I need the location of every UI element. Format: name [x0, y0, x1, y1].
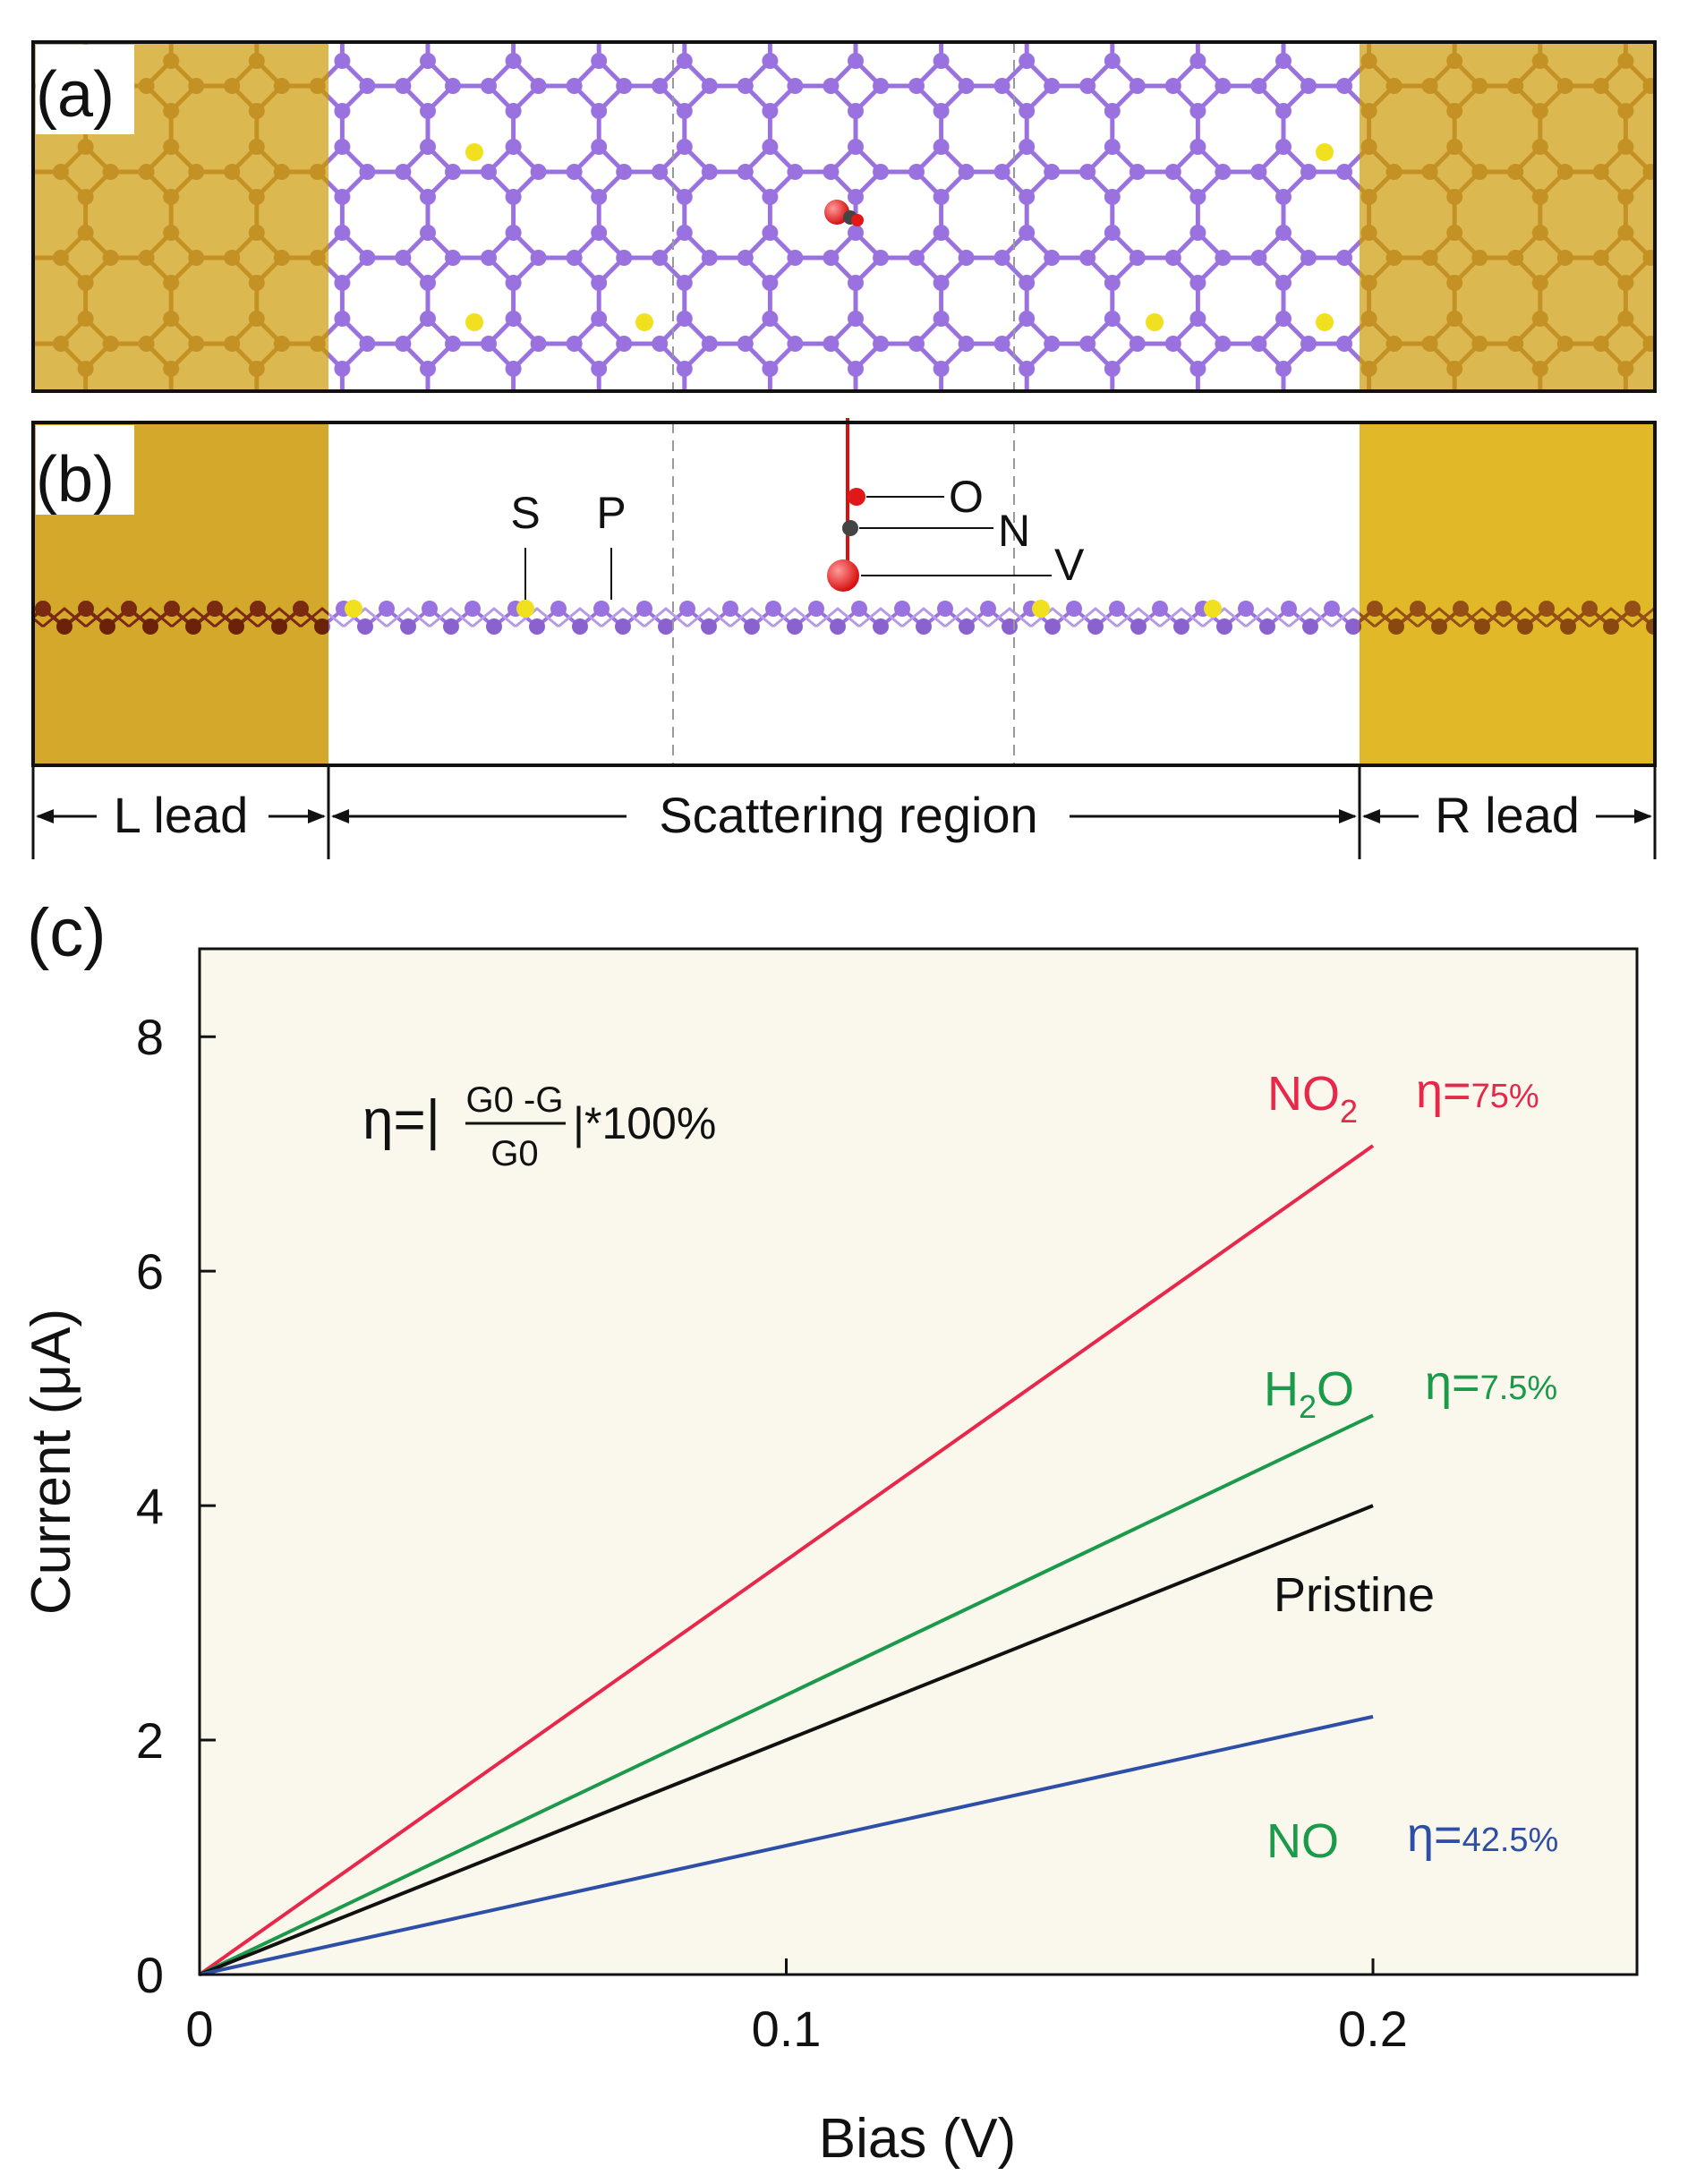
- scattering-arrowhead-left: [331, 809, 349, 823]
- panel-a-border: [31, 40, 1657, 393]
- eta-no: η=42.5%: [1407, 1808, 1558, 1862]
- y-tick-label: 8: [136, 1009, 164, 1065]
- series-label-no2: NO2: [1267, 1067, 1358, 1130]
- panel-a-label: (a): [36, 59, 115, 131]
- l-lead-arrowhead-right: [308, 809, 326, 823]
- eta-h2o-value: 7.5%: [1480, 1369, 1558, 1407]
- series-lines: [198, 1144, 1375, 1976]
- x-tick-label: 0: [185, 2001, 213, 2057]
- eta-no-symbol: η=: [1407, 1808, 1462, 1862]
- panel-c-label: (c): [27, 895, 107, 971]
- y-tick-label: 0: [136, 1947, 164, 2003]
- panel-a-label-bg: [36, 45, 134, 134]
- eta-no2-value: 75%: [1471, 1078, 1539, 1115]
- region-labels: L lead Scattering region R lead: [31, 765, 1657, 859]
- panel-b: S P O N V (b): [31, 418, 1657, 767]
- o-atom-b: [848, 488, 865, 506]
- eta-no-value: 42.5%: [1462, 1821, 1559, 1859]
- scattering-arrowhead-right: [1339, 809, 1357, 823]
- scattering-chain: [328, 591, 1360, 644]
- scattering-region-label: Scattering region: [659, 787, 1037, 843]
- eta-no2: η=75%: [1416, 1064, 1539, 1118]
- right-lead-a: [1360, 42, 1655, 391]
- l-lead-arrowhead-left: [36, 809, 54, 823]
- x-ticks: 0 0.1 0.2: [185, 1958, 1408, 2057]
- n-atom-b: [842, 520, 858, 536]
- y-tick-label: 2: [136, 1712, 164, 1769]
- adsorbate-o-a: [824, 200, 849, 225]
- no2-base: NO: [1267, 1067, 1340, 1121]
- right-lead-chain: [1360, 591, 1655, 644]
- adsorbate-o2-a: [851, 214, 864, 226]
- v-atom-b: [827, 559, 859, 592]
- r-lead-label: R lead: [1435, 787, 1580, 843]
- y-tick-label: 6: [136, 1243, 164, 1300]
- eta-h2o-symbol: η=: [1425, 1356, 1480, 1410]
- series-line-no2: [198, 1144, 1375, 1976]
- panel-a: (a): [31, 40, 1657, 393]
- atom-label-s: S: [510, 488, 540, 538]
- l-lead-label: L lead: [114, 787, 249, 843]
- x-tick-label: 0.2: [1338, 2001, 1408, 2057]
- atom-label-p: P: [596, 488, 626, 538]
- eta-formula: η=| G0 -G G0 |*100%: [362, 1080, 716, 1173]
- formula-numerator: G0 -G: [466, 1080, 564, 1120]
- left-lead-chain: [33, 591, 328, 644]
- formula-denominator: G0: [490, 1134, 538, 1173]
- no2-sub: 2: [1340, 1093, 1358, 1130]
- panel-b-label-bg: [36, 425, 134, 515]
- r-lead-arrowhead-right: [1634, 809, 1652, 823]
- formula-prefix: η=|: [362, 1089, 440, 1151]
- eta-h2o: η=7.5%: [1425, 1356, 1557, 1410]
- eta-no2-symbol: η=: [1416, 1064, 1471, 1118]
- series-line-no: [199, 1714, 1374, 1976]
- series-line-h2o: [199, 1413, 1374, 1976]
- h2o-tail: O: [1317, 1362, 1354, 1416]
- panel-b-label: (b): [36, 444, 115, 516]
- sulfur-atoms-a: [465, 143, 1334, 331]
- panel-b-border: [31, 421, 1657, 767]
- series-label-no: NO: [1266, 1814, 1339, 1868]
- atom-label-v: V: [1054, 540, 1085, 590]
- h2o-base: H: [1264, 1362, 1299, 1416]
- atom-label-n: N: [998, 506, 1030, 556]
- h2o-sub: 2: [1299, 1388, 1317, 1425]
- y-axis-title: Current (μA): [21, 1309, 82, 1615]
- atom-label-o: O: [949, 472, 984, 522]
- y-tick-label: 4: [136, 1478, 164, 1534]
- x-axis-title: Bias (V): [819, 2108, 1016, 2170]
- series-line-pristine: [199, 1504, 1374, 1976]
- panel-c: (c) 0 2 4 6 8 0 0.1 0.2 η=| G0 -G G0 |*100% NO…: [21, 895, 1639, 2170]
- series-label-pristine: Pristine: [1274, 1568, 1435, 1622]
- series-label-h2o: H2O: [1264, 1362, 1354, 1425]
- r-lead-arrowhead-left: [1362, 809, 1380, 823]
- sulfur-atoms-b: [345, 600, 1222, 618]
- plot-frame: [198, 947, 1639, 1976]
- x-tick-label: 0.1: [752, 2001, 822, 2057]
- formula-suffix: |*100%: [573, 1098, 716, 1148]
